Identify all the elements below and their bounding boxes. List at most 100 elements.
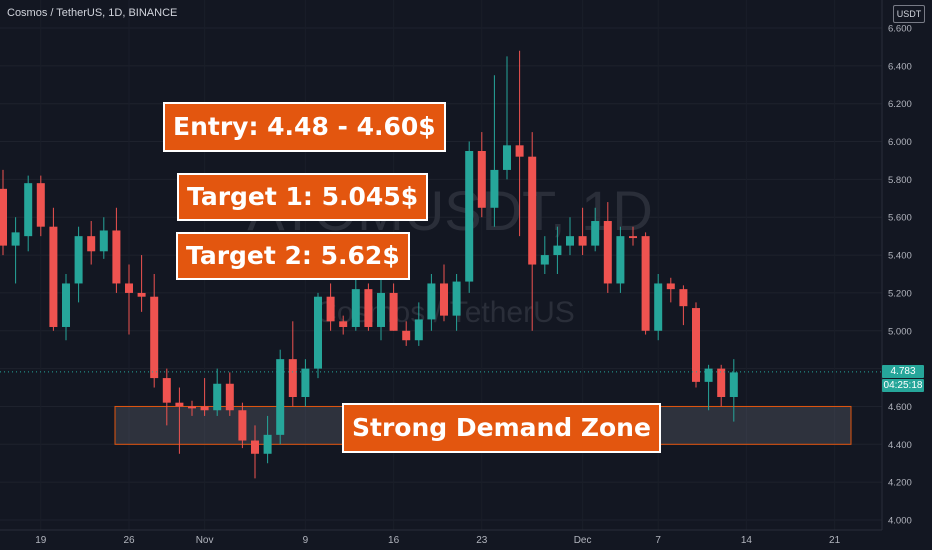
- candle-body: [188, 406, 196, 409]
- candle: [414, 302, 423, 346]
- price-axis: 4.0004.2004.4004.6004.8005.0005.2005.400…: [888, 24, 912, 527]
- candle-body: [377, 292, 385, 327]
- candle-body: [553, 245, 562, 256]
- time-tick-label: 16: [388, 535, 400, 546]
- candle: [629, 226, 637, 246]
- candle-body: [414, 319, 423, 341]
- price-tick-label: 4.000: [888, 516, 912, 527]
- bar-countdown-tag: 04:25:18: [882, 378, 924, 392]
- candle-body: [150, 296, 159, 379]
- candle-body: [49, 226, 58, 327]
- candle-body: [666, 283, 675, 290]
- candle: [377, 274, 385, 341]
- candle-body: [490, 169, 499, 208]
- candle-body: [238, 410, 247, 441]
- candle: [591, 207, 600, 252]
- candle-body: [200, 406, 209, 411]
- candle: [578, 207, 587, 256]
- candle-body: [24, 183, 33, 237]
- candle: [553, 226, 562, 274]
- price-tick-label: 5.600: [888, 213, 912, 224]
- candle-body: [301, 368, 310, 397]
- entry-callout: Entry: 4.48 - 4.60$: [163, 102, 446, 152]
- candle-body: [465, 151, 474, 282]
- candle: [125, 264, 133, 335]
- time-tick-label: Nov: [196, 535, 214, 546]
- candle: [402, 321, 411, 346]
- price-tick-label: 4.400: [888, 440, 912, 451]
- candle-body: [0, 188, 7, 246]
- candle-body: [87, 236, 96, 252]
- candle-body: [326, 296, 335, 322]
- candle: [24, 175, 33, 252]
- candle: [679, 285, 688, 326]
- candle: [200, 378, 209, 416]
- time-axis: 19 26 Nov 9 16 23 Dec 7 14 21: [35, 535, 840, 546]
- price-tick-label: 5.200: [888, 288, 912, 299]
- candle: [150, 274, 159, 388]
- candle: [503, 56, 511, 180]
- candle: [692, 302, 700, 388]
- candle: [616, 226, 625, 293]
- demand-zone-callout: Strong Demand Zone: [342, 403, 661, 453]
- candle-body: [74, 236, 83, 284]
- candle-body: [717, 368, 726, 397]
- candle: [666, 277, 675, 303]
- candle-body: [213, 383, 222, 411]
- candle-body: [729, 372, 738, 397]
- candle: [566, 217, 574, 256]
- candle-body: [339, 321, 348, 327]
- candle: [477, 132, 486, 218]
- candle: [641, 232, 650, 335]
- time-tick-label: 21: [829, 535, 841, 546]
- candle: [465, 141, 474, 293]
- candle: [389, 283, 398, 331]
- candle: [87, 221, 96, 265]
- candle-body: [679, 289, 688, 307]
- candle-body: [427, 283, 436, 320]
- candle: [11, 217, 20, 284]
- candle: [99, 217, 108, 259]
- time-tick-label: 7: [655, 535, 661, 546]
- symbol-title[interactable]: Cosmos / TetherUS, 1D, BINANCE: [7, 7, 178, 19]
- price-tick-label: 6.600: [888, 24, 912, 35]
- candle-body: [503, 145, 511, 170]
- time-tick-label: 26: [123, 535, 135, 546]
- target-2-callout: Target 2: 5.62$: [176, 232, 410, 280]
- candle: [49, 207, 58, 331]
- candle-body: [603, 221, 612, 284]
- candle: [314, 292, 322, 379]
- candle: [427, 274, 436, 331]
- currency-unit-badge[interactable]: USDT: [893, 5, 925, 23]
- candle: [36, 175, 45, 237]
- candle-body: [654, 283, 663, 331]
- candle: [213, 368, 222, 416]
- candle: [263, 415, 272, 464]
- candle: [112, 207, 121, 293]
- time-tick-label: 9: [303, 535, 309, 546]
- candle-body: [99, 230, 108, 252]
- last-price-tag: 4.783: [882, 365, 924, 379]
- candle: [704, 364, 713, 411]
- candle: [188, 400, 196, 416]
- candle: [540, 236, 549, 274]
- price-tick-label: 4.600: [888, 402, 912, 413]
- candle: [175, 387, 184, 454]
- candle: [490, 75, 499, 227]
- candle: [603, 202, 612, 293]
- time-tick-label: 23: [476, 535, 488, 546]
- candle-body: [314, 296, 322, 369]
- candle-body: [528, 156, 537, 265]
- candle-body: [477, 151, 486, 208]
- candle-body: [692, 308, 700, 382]
- candle: [137, 255, 146, 312]
- time-tick-label: Dec: [574, 535, 592, 546]
- candle-body: [591, 221, 600, 246]
- candle-body: [452, 281, 461, 316]
- candle-body: [36, 183, 45, 227]
- candle-body: [629, 236, 637, 239]
- candle: [528, 132, 537, 331]
- candle-body: [288, 359, 297, 397]
- candle-body: [389, 292, 398, 331]
